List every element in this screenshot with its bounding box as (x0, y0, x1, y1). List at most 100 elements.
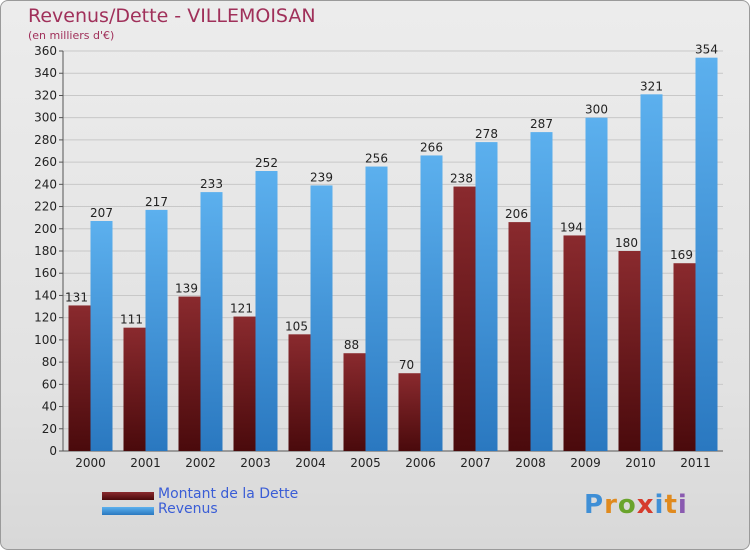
data-label-dette: 238 (450, 172, 473, 186)
bar-revenus (695, 57, 718, 452)
logo-letter: o (617, 490, 637, 520)
data-label-dette: 169 (670, 248, 693, 262)
logo-letter: i (654, 490, 665, 520)
y-tick-label: 220 (34, 200, 57, 214)
y-tick-label: 240 (34, 177, 57, 191)
logo-letter: i (677, 490, 688, 520)
bar-chart: 0 20 40 60 80 100 120 140 160 180 200 220 240 260 280 3… (34, 43, 723, 470)
y-tick-label: 0 (49, 444, 57, 458)
y-tick-label: 140 (34, 288, 57, 302)
y-tick-label: 20 (42, 422, 57, 436)
bar-revenus (475, 142, 498, 451)
bar-revenus (365, 166, 388, 452)
bar-revenus (530, 132, 553, 451)
data-label-revenus: 266 (420, 140, 443, 154)
data-label-revenus: 287 (530, 117, 553, 131)
bar-revenus (145, 209, 168, 451)
data-labels: 131 207 111 217 139 233 121 252 105 239 88 256 70 266… (65, 43, 718, 373)
data-label-dette: 88 (344, 338, 359, 352)
y-tick-label: 300 (34, 111, 57, 125)
legend-label-dette: Montant de la Dette (158, 486, 299, 502)
data-label-dette: 121 (230, 302, 253, 316)
data-label-dette: 194 (560, 220, 583, 234)
logo-letter: P (584, 490, 605, 520)
x-tick-label: 2009 (570, 456, 601, 470)
data-label-dette: 70 (399, 358, 414, 372)
bar-dette (508, 222, 531, 451)
data-label-revenus: 233 (200, 177, 223, 191)
y-tick-label: 260 (34, 155, 57, 169)
bar-revenus (255, 171, 278, 451)
bar-dette (288, 334, 311, 451)
data-label-dette: 206 (505, 207, 528, 221)
data-label-dette: 180 (615, 236, 638, 250)
logo-letter: r (604, 490, 618, 520)
y-tick-label: 80 (42, 355, 57, 369)
chart-title: Revenus/Dette - VILLEMOISAN (28, 5, 316, 27)
data-label-revenus: 239 (310, 170, 333, 184)
data-label-dette: 105 (285, 319, 308, 333)
data-label-revenus: 278 (475, 127, 498, 141)
bars (68, 57, 718, 452)
y-tick-label: 60 (42, 377, 57, 391)
legend-label-revenus: Revenus (158, 501, 218, 517)
y-tick-label: 160 (34, 266, 57, 280)
legend-swatch-revenus (102, 507, 154, 515)
bar-revenus (640, 94, 663, 451)
x-tick-label: 2005 (350, 456, 381, 470)
bar-revenus (200, 192, 223, 451)
bar-dette (68, 305, 91, 451)
bar-dette (123, 327, 146, 451)
y-tick-label: 40 (42, 400, 57, 414)
data-label-revenus: 252 (255, 156, 278, 170)
data-label-revenus: 207 (90, 206, 113, 220)
logo-letter: x (636, 490, 655, 520)
bar-revenus (310, 185, 333, 451)
x-tick-label: 2003 (240, 456, 271, 470)
logo-letter: t (664, 490, 678, 520)
y-tick-label: 120 (34, 311, 57, 325)
y-axis-ticks: 0 20 40 60 80 100 120 140 160 180 200 220 240 260 280 3… (34, 44, 723, 458)
y-tick-label: 100 (34, 333, 57, 347)
bar-dette (178, 296, 201, 451)
data-label-dette: 111 (120, 313, 143, 327)
bar-dette (453, 186, 476, 452)
x-tick-label: 2004 (295, 456, 326, 470)
y-tick-label: 280 (34, 133, 57, 147)
x-tick-label: 2007 (460, 456, 491, 470)
x-tick-label: 2000 (75, 456, 106, 470)
data-label-revenus: 321 (640, 79, 663, 93)
x-tick-label: 2011 (680, 456, 711, 470)
bar-revenus (420, 155, 443, 451)
data-label-revenus: 217 (145, 195, 168, 209)
chart-subtitle: (en milliers d'€) (28, 29, 115, 42)
bar-dette (673, 263, 696, 451)
x-tick-label: 2008 (515, 456, 546, 470)
x-tick-label: 2006 (405, 456, 436, 470)
legend-swatch-dette (102, 492, 154, 500)
data-label-dette: 139 (175, 282, 198, 296)
bar-revenus (585, 117, 608, 452)
x-tick-label: 2010 (625, 456, 656, 470)
bar-dette (233, 316, 256, 451)
grid-lines (63, 50, 723, 452)
bar-dette (343, 353, 366, 451)
bar-dette (563, 235, 586, 451)
data-label-revenus: 300 (585, 103, 608, 117)
bar-dette (618, 251, 641, 451)
y-tick-label: 200 (34, 222, 57, 236)
y-tick-label: 320 (34, 88, 57, 102)
y-tick-label: 360 (34, 44, 57, 58)
x-axis-ticks: 2000 2001 2002 2003 2004 2005 2006 2007 2008 2009… (75, 456, 711, 470)
data-label-revenus: 354 (695, 43, 718, 57)
y-tick-label: 180 (34, 244, 57, 258)
data-label-revenus: 256 (365, 152, 388, 166)
y-tick-label: 340 (34, 66, 57, 80)
bar-dette (398, 373, 421, 451)
x-tick-label: 2001 (130, 456, 161, 470)
x-tick-label: 2002 (185, 456, 216, 470)
proxiti-logo: Proxiti (584, 490, 688, 520)
bar-revenus (90, 221, 113, 451)
data-label-dette: 131 (65, 290, 88, 304)
